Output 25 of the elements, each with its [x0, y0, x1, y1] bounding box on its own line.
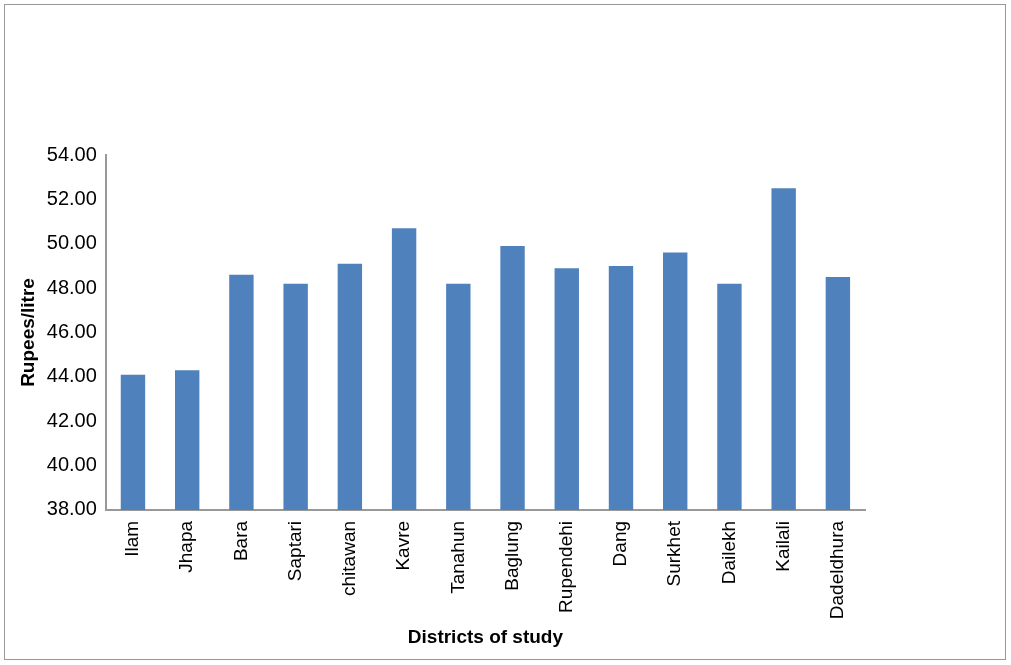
y-tick-label: 46.00	[46, 320, 97, 342]
x-tick-label: chitawan	[338, 520, 360, 596]
x-tick-label: Surkhet	[663, 520, 685, 587]
x-tick-label: Dadeldhura	[826, 520, 848, 620]
x-tick-label: Saptari	[283, 520, 305, 582]
x-tick-label: Rupendehi	[555, 520, 576, 613]
y-tick-label: 42.00	[46, 408, 97, 431]
y-tick-label: 40.00	[46, 453, 97, 476]
x-tick-label: Dailekh	[717, 520, 739, 585]
y-tick-label: 38.00	[46, 497, 97, 520]
y-tick-label: 54.00	[46, 142, 97, 165]
y-tick-label: 44.00	[46, 364, 97, 387]
x-tick-label: Ilam	[121, 520, 143, 557]
y-axis-title: Rupees/litre	[16, 278, 38, 387]
y-tick-label: 50.00	[46, 231, 97, 254]
y-tick-label: 52.00	[46, 186, 97, 209]
y-tick-label: 48.00	[46, 275, 97, 298]
x-tick-label: Kailali	[771, 520, 793, 572]
x-axis-title: Districts of study	[407, 625, 564, 647]
x-tick-label: Jhapa	[175, 520, 197, 573]
x-tick-label: Kavre	[392, 520, 414, 571]
x-tick-label: Bara	[229, 520, 251, 562]
x-tick-label: Baglung	[500, 520, 522, 591]
x-tick-label: Tanahun	[446, 520, 468, 594]
x-tick-label: Dang	[609, 520, 631, 567]
